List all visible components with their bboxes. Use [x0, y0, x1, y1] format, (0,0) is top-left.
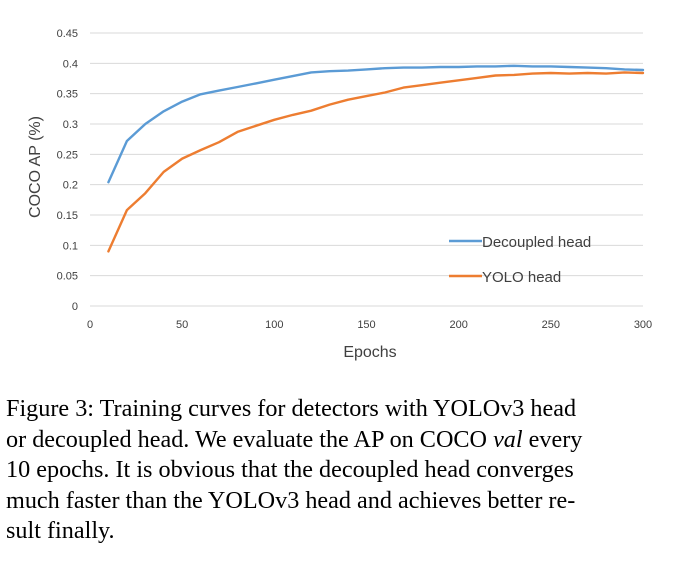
caption-line-2-end: every	[523, 426, 583, 453]
x-tick-label: 150	[357, 319, 375, 331]
y-tick-label: 0.15	[57, 210, 78, 222]
x-tick-labels: 0 50 100 150 200 250 300	[87, 319, 652, 331]
y-tick-label: 0.4	[63, 58, 78, 70]
y-axis-title: COCO AP (%)	[27, 116, 44, 218]
y-tick-label: 0.25	[57, 149, 78, 161]
x-tick-label: 50	[176, 319, 188, 331]
legend-label-decoupled-head: Decoupled head	[482, 234, 591, 251]
x-axis-title: Epochs	[343, 344, 396, 361]
y-tick-labels: 0 0.05 0.1 0.15 0.2 0.25 0.3 0.35 0.4 0.45	[57, 28, 78, 313]
y-tick-label: 0.1	[63, 240, 78, 252]
caption-line-2: or decoupled head. We evaluate the AP on…	[6, 426, 582, 453]
y-tick-label: 0.3	[63, 119, 78, 131]
legend-label-yolo-head: YOLO head	[482, 269, 561, 286]
caption-line-5: sult finally.	[6, 517, 115, 544]
caption-line-4: much faster than the YOLOv3 head and ach…	[6, 487, 575, 514]
figure-caption: Figure 3: Training curves for detectors …	[6, 394, 692, 547]
caption-line-1: Figure 3: Training curves for detectors …	[6, 395, 576, 422]
training-curves-chart: 0 0.05 0.1 0.15 0.2 0.25 0.3 0.35 0.4 0.45 0 50 100…	[0, 0, 698, 380]
x-tick-label: 200	[449, 319, 467, 331]
x-tick-label: 100	[265, 319, 283, 331]
x-tick-label: 250	[542, 319, 560, 331]
y-tick-label: 0.05	[57, 271, 78, 283]
y-tick-label: 0	[72, 301, 78, 313]
legend: Decoupled head YOLO head	[449, 234, 591, 286]
x-tick-label: 0	[87, 319, 93, 331]
y-tick-label: 0.45	[57, 28, 78, 40]
caption-line-3: 10 epochs. It is obvious that the decoup…	[6, 456, 574, 483]
caption-line-2-start: or decoupled head. We evaluate the AP on…	[6, 426, 493, 453]
x-tick-label: 300	[634, 319, 652, 331]
y-tick-label: 0.35	[57, 89, 78, 101]
y-tick-label: 0.2	[63, 180, 78, 192]
caption-val-italic: val	[493, 426, 523, 453]
